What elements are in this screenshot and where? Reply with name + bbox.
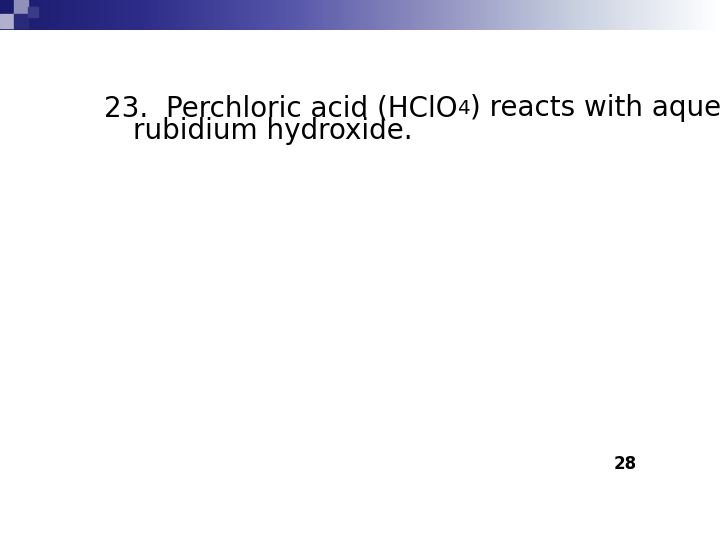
Text: 23.  Perchloric acid (HClO: 23. Perchloric acid (HClO	[104, 94, 457, 122]
Text: rubidium hydroxide.: rubidium hydroxide.	[132, 117, 413, 145]
Text: 28: 28	[613, 455, 636, 473]
Bar	[0, 14, 14, 28]
Text: 4: 4	[457, 99, 470, 118]
Bar	[28, 7, 38, 17]
Text: ) reacts with aqueous: ) reacts with aqueous	[470, 94, 720, 122]
Bar	[0, 0, 14, 14]
Bar	[14, 0, 28, 14]
Bar	[14, 14, 28, 28]
